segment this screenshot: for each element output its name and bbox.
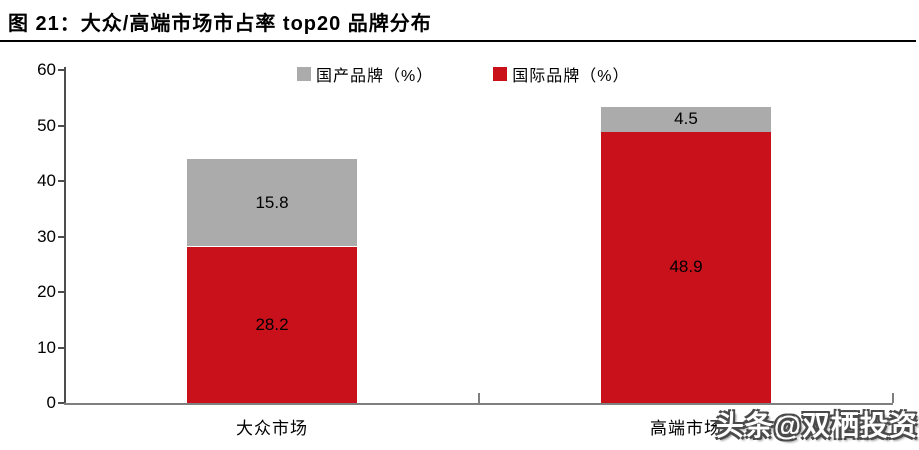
watermark: 头条@双栖投资 [715, 410, 918, 441]
y-tick [58, 180, 64, 182]
legend-label-domestic-brands: 国产品牌（%） [316, 68, 434, 85]
x-axis-label: 大众市场 [236, 419, 308, 438]
title-divider [0, 40, 916, 42]
y-tick [58, 402, 64, 404]
legend-item-domestic-brands: 国产品牌（%） [297, 62, 433, 86]
bar-value-label: 48.9 [669, 257, 703, 277]
bar-segment-international-brands [187, 246, 357, 403]
bar-segment-international-brands [601, 131, 771, 403]
bar-value-label: 28.2 [255, 314, 289, 334]
x-axis-label: 高端市场 [650, 419, 722, 438]
y-tick-label: 0 [46, 393, 56, 412]
x-axis-line [64, 403, 893, 405]
y-tick-label: 50 [37, 115, 56, 135]
figure-title: 图 21：大众/高端市场市占率 top20 品牌分布 [8, 13, 432, 35]
y-axis-line [64, 67, 66, 405]
y-tick [58, 124, 64, 127]
y-tick-label: 20 [37, 282, 56, 301]
legend-item-international-brands: 国际品牌（%） [493, 62, 629, 86]
legend-label-international-brands: 国际品牌（%） [512, 68, 630, 85]
y-tick [58, 235, 64, 238]
bar-segment-domestic-brands [601, 106, 771, 132]
y-tick-label: 60 [37, 60, 56, 79]
category-boundary-tick [478, 393, 480, 403]
international-brands-swatch-icon [493, 67, 508, 81]
legend: 国产品牌（%） 国际品牌（%） [297, 62, 629, 86]
bar-value-label: 15.8 [255, 192, 289, 212]
y-tick-label: 40 [37, 171, 56, 190]
bar-value-label: 4.5 [674, 109, 698, 129]
y-tick-label: 30 [37, 226, 56, 246]
category-boundary-tick [892, 393, 894, 403]
y-tick [58, 291, 64, 293]
y-tick-label: 10 [37, 337, 56, 357]
y-tick [58, 69, 64, 71]
domestic-brands-swatch-icon [297, 67, 311, 81]
bar-segment-domestic-brands [187, 158, 357, 247]
y-tick [58, 346, 64, 349]
